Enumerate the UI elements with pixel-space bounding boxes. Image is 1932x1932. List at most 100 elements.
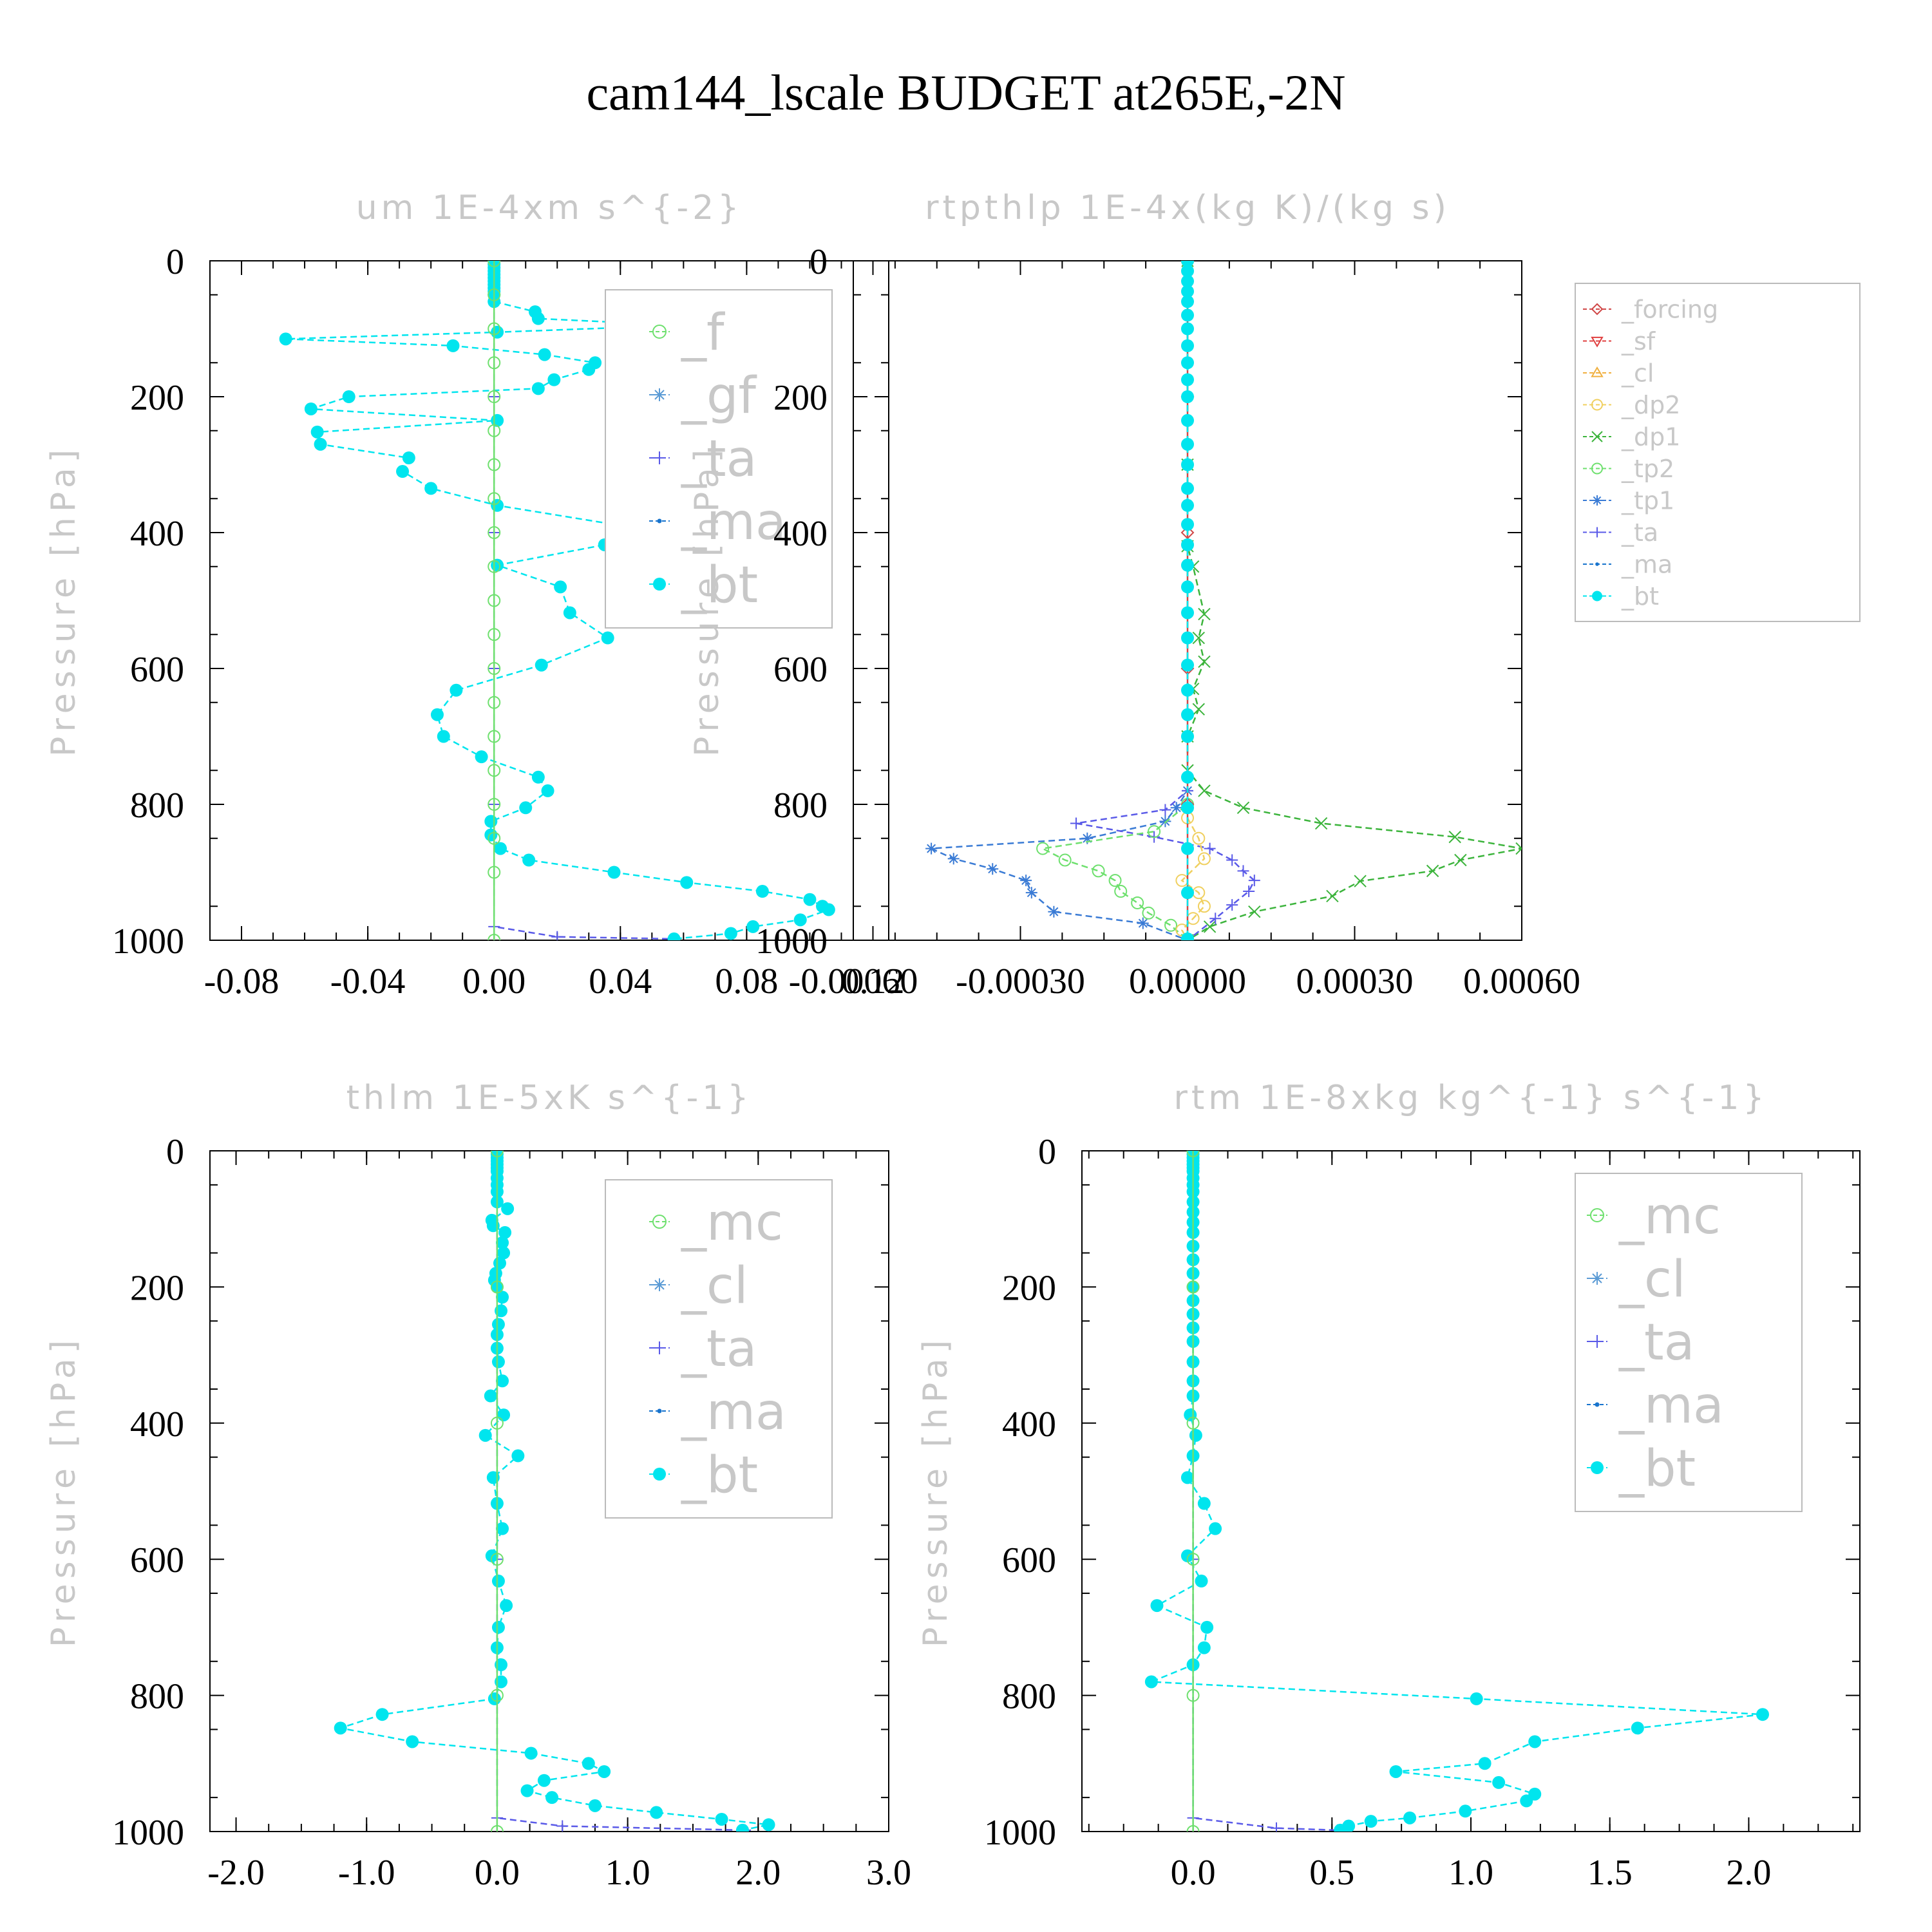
- legend: _mc_cl_ta_ma_bt: [605, 1179, 833, 1519]
- y-tick-label: 1000: [112, 1813, 184, 1853]
- data-point_bt: [1181, 730, 1194, 743]
- data-point_mc: [490, 1280, 504, 1294]
- data-point_mc: [1186, 1151, 1200, 1157]
- x-tick-label: 1.5: [1587, 1853, 1633, 1893]
- data-point_tp2: [1164, 918, 1178, 932]
- data-point_bt: [1209, 1522, 1222, 1535]
- data-point_dp1: [1314, 817, 1328, 830]
- legend-marker: [1595, 1402, 1600, 1407]
- legend-marker: [653, 388, 666, 401]
- data-point_bt: [724, 927, 737, 940]
- data-point_bt: [1403, 1811, 1417, 1824]
- data-point_bt: [491, 1355, 505, 1368]
- data-point_bt: [803, 893, 817, 906]
- data-point_bt: [1389, 1765, 1403, 1778]
- data-point_bt: [497, 1408, 511, 1422]
- y-tick-label: 400: [130, 1405, 184, 1444]
- data-point_bt: [535, 658, 548, 672]
- data-point_tp1: [925, 842, 938, 855]
- legend-marker: [652, 325, 667, 339]
- data-point_bt: [1180, 1471, 1194, 1484]
- legend-marker: [1591, 1335, 1604, 1348]
- legend-marker: [653, 1341, 666, 1354]
- legend-label: _dp2: [1621, 391, 1680, 419]
- data-point_bt: [310, 425, 324, 439]
- data-point_f: [488, 458, 501, 471]
- data-point_bt: [1181, 322, 1194, 336]
- data-point_bt: [430, 708, 444, 721]
- data-point_bt: [1181, 558, 1194, 572]
- y-tick-label: 800: [1002, 1677, 1056, 1717]
- data-point_bt: [1144, 1675, 1158, 1689]
- y-tick-label: 400: [1002, 1405, 1056, 1444]
- panel-title: um 1E-4xm s^{-2}: [356, 189, 743, 227]
- data-point_bt: [496, 1291, 509, 1304]
- data-point_bt: [541, 784, 554, 797]
- y-tick-label: 200: [130, 1268, 184, 1308]
- legend-label: _bt: [1618, 1440, 1696, 1498]
- data-point_bt: [279, 332, 292, 346]
- legend-box: [605, 1179, 833, 1519]
- data-point_bt: [450, 683, 463, 697]
- x-tick-label: 0.00000: [1129, 961, 1246, 1001]
- data-point_f: [488, 322, 501, 336]
- data-point_bt: [437, 730, 450, 743]
- data-point_mc: [1186, 1825, 1200, 1832]
- data-point_bt: [1181, 498, 1194, 512]
- data-point_bt: [497, 1246, 511, 1260]
- legend-label: _ma: [681, 1383, 786, 1441]
- data-point_tp2: [1131, 896, 1144, 909]
- y-tick-label: 400: [773, 514, 828, 554]
- data-point_bt: [1470, 1692, 1483, 1705]
- data-point_bt: [1195, 1575, 1208, 1588]
- data-point_ta: [556, 1820, 569, 1832]
- data-point_bt: [531, 312, 545, 325]
- data-point_f: [488, 628, 501, 641]
- x-tick-label: -0.04: [330, 961, 406, 1001]
- data-point_bt: [498, 1226, 512, 1239]
- figure-title: cam144_lscale BUDGET at265E,-2N: [586, 64, 1345, 120]
- data-point_f: [488, 261, 501, 267]
- legend-marker: [1592, 591, 1602, 601]
- y-tick-label: 200: [773, 378, 828, 418]
- data-point_mc: [1186, 1689, 1200, 1702]
- legend-marker: [1591, 303, 1604, 316]
- y-tick-label: 200: [1002, 1268, 1056, 1308]
- data-point_bt: [563, 606, 576, 620]
- legend-marker: [1591, 366, 1604, 377]
- data-point_bt: [1184, 1408, 1197, 1422]
- data-point_ta: [551, 931, 564, 940]
- data-point_tp1: [947, 853, 960, 865]
- y-tick-label: 0: [166, 1132, 184, 1172]
- data-point_f: [488, 390, 501, 403]
- data-point_bt: [496, 1374, 509, 1388]
- legend-label: _sf: [1621, 327, 1656, 355]
- data-point_ta: [1070, 817, 1082, 829]
- data-point_bt: [588, 1799, 601, 1812]
- data-point_bt: [519, 801, 533, 815]
- data-point_bt: [1181, 683, 1194, 697]
- data-point_bt: [1181, 482, 1194, 495]
- x-tick-label: 0.0: [475, 1853, 520, 1893]
- data-point_bt: [582, 363, 596, 376]
- data-point_bt: [537, 1774, 551, 1787]
- data-point_bt: [650, 1806, 663, 1819]
- data-point_tp1: [1020, 875, 1032, 887]
- legend-label: _ta: [681, 430, 757, 488]
- data-point_bt: [501, 1202, 515, 1215]
- data-point_bt: [1181, 801, 1194, 815]
- data-point_f: [488, 662, 501, 675]
- data-point_ta: [1248, 875, 1260, 887]
- legend-label: _dp1: [1621, 423, 1680, 451]
- x-tick-label: 0.12: [841, 961, 904, 1001]
- panel-1: um 1E-4xm s^{-2} Pressure [hPa] 0 200 400 600…: [44, 189, 904, 1001]
- data-point_dp2: [1197, 852, 1211, 866]
- data-point_bt: [396, 465, 410, 478]
- plot-data: [1144, 1151, 1769, 1832]
- data-point_bt: [1181, 274, 1194, 288]
- data-point_mc: [1186, 1280, 1200, 1294]
- data-point_mc: [490, 1689, 504, 1702]
- data-point_bt: [1181, 932, 1194, 940]
- data-point_tp2: [1114, 885, 1128, 898]
